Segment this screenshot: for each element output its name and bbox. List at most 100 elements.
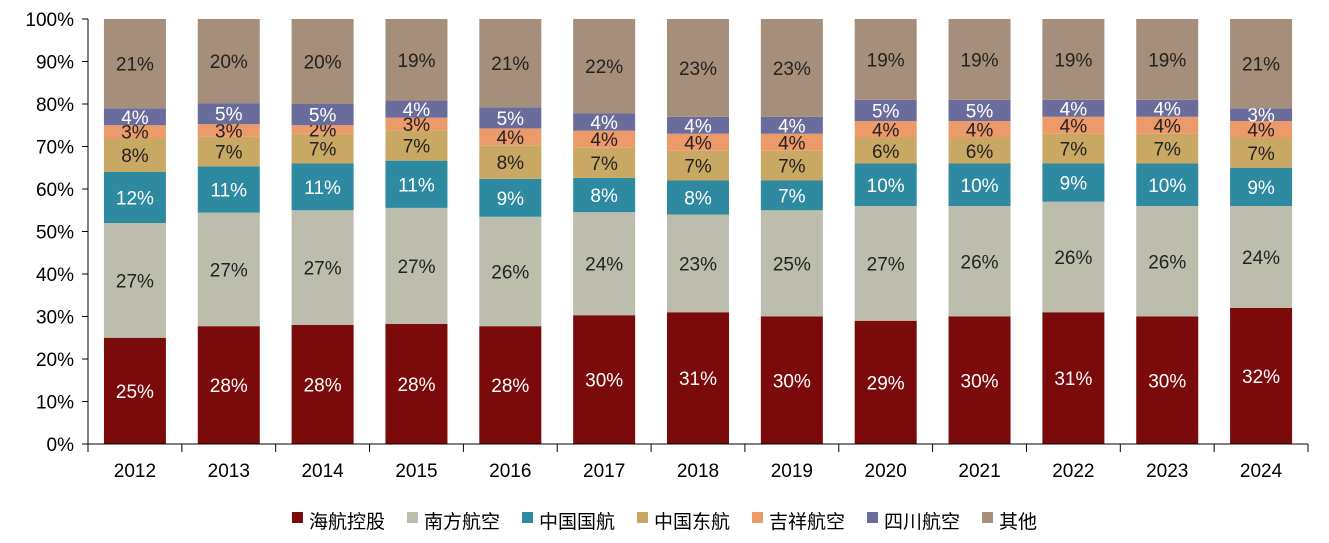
bar-segment — [291, 163, 354, 211]
data-label: 5% — [309, 106, 337, 127]
data-label: 5% — [497, 109, 525, 130]
bar-segment — [291, 210, 354, 325]
bar-stack-2018: 31% 23% 8% 7% 4%4% 23% — [667, 19, 729, 444]
bar-segment — [854, 19, 917, 100]
y-tick-label: 0% — [47, 435, 75, 456]
legend-label: 中国国航 — [539, 511, 615, 533]
bar-segment — [103, 19, 166, 109]
bar-segment — [291, 133, 354, 164]
bar-segment — [1230, 19, 1293, 109]
data-label: 32% — [1242, 367, 1280, 388]
data-label: 4% — [872, 121, 900, 142]
x-tick-label: 2014 — [301, 461, 344, 482]
bar-segment — [197, 103, 260, 125]
y-tick-label: 30% — [36, 308, 74, 329]
data-label: 4% — [590, 130, 618, 151]
data-label: 4% — [497, 128, 525, 149]
bar-segment — [573, 315, 636, 444]
bar-segment — [854, 138, 917, 164]
x-tick-label: 2023 — [1146, 461, 1188, 482]
data-label: 8% — [121, 146, 149, 167]
x-tick-label: 2016 — [489, 461, 531, 482]
bar-segment — [385, 207, 448, 324]
data-label: 7% — [590, 154, 618, 175]
bar-segment — [385, 117, 448, 131]
data-label: 4% — [590, 113, 618, 134]
legend-swatch — [406, 512, 418, 523]
bar-segment — [1042, 116, 1105, 134]
bar-segment — [1136, 116, 1199, 134]
data-label: 5% — [215, 105, 243, 126]
data-label: 9% — [1247, 178, 1275, 199]
bar-stack-2019: 30% 25% 7% 7% 4%4% 23% — [760, 19, 823, 444]
bar-segment — [948, 163, 1011, 206]
bar-segment — [197, 19, 260, 104]
data-label: 19% — [397, 51, 435, 72]
data-label: 24% — [1242, 248, 1280, 269]
legend-label: 海航控股 — [309, 511, 385, 533]
y-tick-label: 80% — [36, 95, 74, 116]
legend-label: 四川航空 — [884, 511, 960, 533]
data-label: 8% — [497, 153, 525, 174]
bar-segment — [479, 178, 542, 217]
data-label: 26% — [1054, 248, 1092, 269]
data-label: 4% — [403, 100, 431, 121]
data-label: 7% — [1153, 140, 1181, 161]
data-label: 26% — [491, 262, 529, 283]
data-label: 28% — [210, 376, 248, 397]
bar-segment — [385, 100, 448, 118]
bar-segment — [854, 206, 917, 321]
x-axis: 2012 2013 2014 2015 2016 2017 2018 2019 2020 2021… — [87, 443, 1309, 482]
bar-stack-2021: 30% 26% 10% 6%4%5% 19% — [948, 19, 1011, 444]
data-label: 21% — [116, 55, 154, 76]
bar-stack-2017: 30% 24% 8% 7% 4%4% 22% — [573, 19, 636, 444]
data-label: 25% — [116, 382, 154, 403]
data-label: 10% — [867, 176, 905, 197]
data-label: 30% — [1148, 371, 1186, 392]
bar-stack-2024: 32% 24% 9% 7%4%3% 21% — [1230, 19, 1293, 444]
bar-segment — [1136, 99, 1199, 117]
y-tick-label: 20% — [36, 350, 74, 371]
data-label: 21% — [491, 54, 529, 75]
bar-segment — [854, 121, 917, 138]
data-label: 7% — [1247, 144, 1275, 165]
x-tick-label: 2022 — [1052, 461, 1094, 482]
data-label: 3% — [215, 122, 243, 143]
data-label: 3% — [403, 115, 431, 136]
y-tick-label: 60% — [36, 180, 74, 201]
legend-item: 南方航空 — [406, 511, 500, 533]
bar-segment — [291, 125, 354, 134]
data-label: 7% — [778, 186, 806, 207]
bar-segment — [667, 133, 729, 151]
bar-segment — [948, 206, 1011, 317]
bar-segment — [948, 121, 1011, 138]
data-label: 10% — [1148, 176, 1186, 197]
bar-segment — [1136, 133, 1199, 164]
bar-segment — [948, 99, 1011, 121]
data-label: 27% — [867, 254, 905, 275]
bar-segment — [197, 124, 260, 137]
data-label: 4% — [966, 121, 994, 142]
bar-segment — [573, 113, 636, 131]
bar-stack-2015: 28% 27% 11% 7%3%4% 19% — [385, 19, 448, 444]
bar-segment — [479, 145, 542, 179]
data-label: 31% — [679, 369, 717, 390]
data-label: 20% — [210, 52, 248, 73]
data-label: 19% — [1148, 50, 1186, 71]
data-label: 27% — [304, 259, 342, 280]
bar-segment — [1136, 163, 1199, 206]
bars: 25%27%12%8%3%4%21%28%27%11%7%3%5%20%28%2… — [103, 19, 1293, 444]
data-label: 4% — [1153, 99, 1181, 120]
data-label: 4% — [778, 133, 806, 154]
bar-segment — [103, 223, 166, 338]
bar-segment — [103, 108, 166, 126]
bar-segment — [854, 163, 917, 206]
bar-segment — [573, 212, 636, 316]
x-tick-label: 2015 — [395, 461, 437, 482]
data-label: 7% — [215, 143, 243, 164]
legend-swatch — [982, 512, 994, 523]
bar-segment — [1230, 121, 1293, 138]
bar-segment — [667, 180, 729, 215]
bar-stack-2022: 31% 26% 9% 7% 4%4% 19% — [1042, 19, 1105, 444]
